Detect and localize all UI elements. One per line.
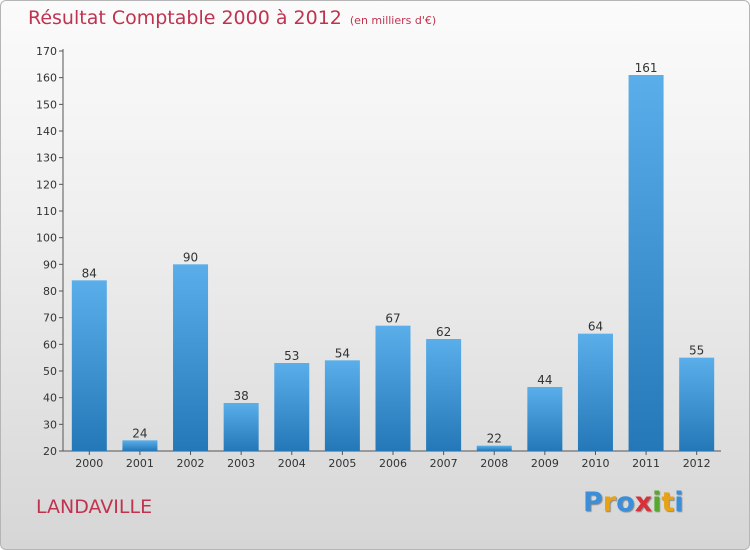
x-tick-label-2002: 2002 xyxy=(177,457,205,470)
value-label-2008: 22 xyxy=(487,432,502,446)
x-tick-label-2011: 2011 xyxy=(632,457,660,470)
y-tick-label: 30 xyxy=(43,418,57,431)
value-label-2001: 24 xyxy=(132,426,147,440)
value-label-2006: 67 xyxy=(385,312,400,326)
value-label-2007: 62 xyxy=(436,325,451,339)
x-tick-label-2005: 2005 xyxy=(328,457,356,470)
value-label-2003: 38 xyxy=(234,389,249,403)
x-tick-label-2006: 2006 xyxy=(379,457,407,470)
chart-title: Résultat Comptable 2000 à 2012 (en millie… xyxy=(28,7,436,29)
bar-2009 xyxy=(527,387,563,451)
x-tick-label-2004: 2004 xyxy=(278,457,306,470)
value-label-2000: 84 xyxy=(82,266,97,280)
bar-2008 xyxy=(476,445,512,451)
y-tick-label: 80 xyxy=(43,285,57,298)
y-tick-label: 160 xyxy=(36,72,57,85)
value-label-2011: 161 xyxy=(635,61,658,75)
value-label-2009: 44 xyxy=(537,373,552,387)
bar-2000 xyxy=(71,280,107,451)
y-tick-label: 70 xyxy=(43,312,57,325)
value-label-2002: 90 xyxy=(183,250,198,264)
bar-2005 xyxy=(324,360,360,451)
x-tick-label-2008: 2008 xyxy=(480,457,508,470)
x-tick-label-2007: 2007 xyxy=(430,457,458,470)
bars xyxy=(71,75,715,451)
bar-2001 xyxy=(122,440,158,451)
y-tick-label: 90 xyxy=(43,258,57,271)
commune-name: LANDAVILLE xyxy=(36,496,153,518)
y-tick-label: 110 xyxy=(36,205,57,218)
value-label-2012: 55 xyxy=(689,344,704,358)
logo-letter: r xyxy=(602,487,617,518)
y-tick-label: 20 xyxy=(43,445,57,458)
bar-2002 xyxy=(173,264,209,451)
bar-2004 xyxy=(274,363,310,451)
bar-2012 xyxy=(679,357,715,451)
x-tick-label-2000: 2000 xyxy=(75,457,103,470)
x-tick-label-2012: 2012 xyxy=(683,457,711,470)
y-tick-label: 100 xyxy=(36,232,57,245)
logo-letter: x xyxy=(634,487,653,518)
logo-letter: P xyxy=(583,487,603,518)
bar-2003 xyxy=(223,403,259,451)
chart-title-text: Résultat Comptable 2000 à 2012 xyxy=(28,7,342,29)
logo-letter: i xyxy=(652,487,662,518)
logo-letter: o xyxy=(616,487,635,518)
y-tick-label: 130 xyxy=(36,152,57,165)
y-tick-label: 170 xyxy=(36,45,57,58)
y-tick-label: 50 xyxy=(43,365,57,378)
logo-letter: t xyxy=(661,487,675,518)
value-label-2010: 64 xyxy=(588,320,603,334)
x-tick-label-2003: 2003 xyxy=(227,457,255,470)
value-label-2005: 54 xyxy=(335,346,350,360)
bar-2006 xyxy=(375,325,411,451)
value-label-2004: 53 xyxy=(284,349,299,363)
logo-letter: i xyxy=(674,487,684,518)
x-tick-label-2009: 2009 xyxy=(531,457,559,470)
proxiti-logo: Proxiti xyxy=(583,487,684,518)
y-tick-label: 40 xyxy=(43,392,57,405)
bar-2010 xyxy=(577,333,613,451)
y-tick-label: 120 xyxy=(36,178,57,191)
bar-2011 xyxy=(628,75,664,451)
y-tick-label: 140 xyxy=(36,125,57,138)
chart-subtitle: (en milliers d'€) xyxy=(349,14,437,27)
bar-2007 xyxy=(426,339,462,451)
y-tick-label: 60 xyxy=(43,338,57,351)
value-labels: 84 24 90 38 53 54 67 62 22 44 64 161 55 xyxy=(82,61,705,446)
x-tick-label-2001: 2001 xyxy=(126,457,154,470)
y-tick-label: 150 xyxy=(36,98,57,111)
x-tick-label-2010: 2010 xyxy=(581,457,609,470)
